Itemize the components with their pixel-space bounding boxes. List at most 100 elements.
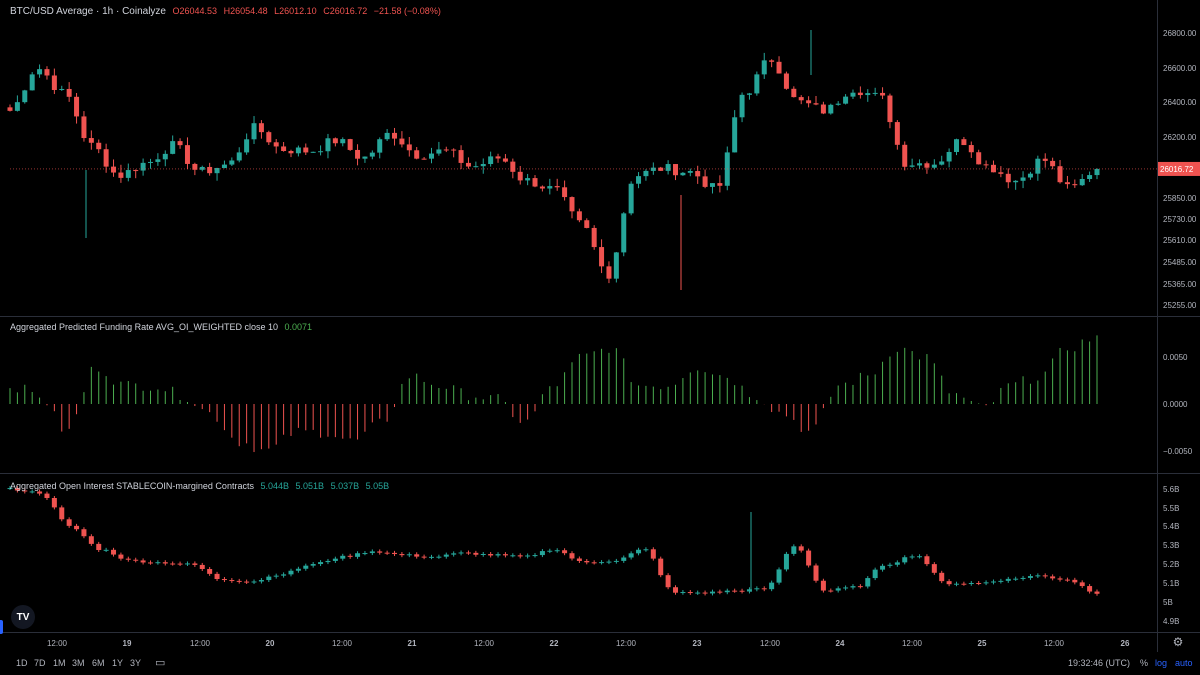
price-candle xyxy=(1050,160,1056,167)
oi-candle xyxy=(140,560,146,563)
price-axis-tick: 26400.00 xyxy=(1163,98,1197,107)
price-candle xyxy=(125,170,131,178)
timeframe-6m[interactable]: 6M xyxy=(92,658,105,668)
price-candle xyxy=(184,145,190,164)
oi-candle xyxy=(665,575,671,588)
funding-legend-title: Aggregated Predicted Funding Rate AVG_OI… xyxy=(10,322,278,332)
timeframe-3y[interactable]: 3Y xyxy=(130,658,142,668)
auto-scale-toggle[interactable]: auto xyxy=(1175,658,1193,668)
price-candle xyxy=(29,74,35,91)
timeframe-1m[interactable]: 1M xyxy=(53,658,66,668)
oi-candle xyxy=(539,551,545,556)
oi-legend: Aggregated Open Interest STABLECOIN-marg… xyxy=(10,481,393,491)
price-candle xyxy=(251,123,257,140)
price-candle xyxy=(318,151,324,153)
main-legend: BTC/USD Average · 1h · Coinalyze O26044.… xyxy=(10,6,445,17)
price-candle xyxy=(946,151,952,162)
settings-gear-icon[interactable]: ⚙ xyxy=(1172,635,1184,649)
price-candle xyxy=(650,167,656,171)
timeframe-7d[interactable]: 7D xyxy=(34,658,46,668)
oi-candle xyxy=(946,581,952,585)
oi-candle xyxy=(769,582,775,590)
price-candle xyxy=(539,186,545,189)
oi-candle xyxy=(613,560,619,562)
oi-candle xyxy=(702,592,708,594)
log-scale-toggle[interactable]: log xyxy=(1155,658,1168,668)
utc-clock[interactable]: 19:32:46 (UTC) xyxy=(1068,658,1131,668)
price-candle xyxy=(133,170,139,172)
price-axis-tick: 26600.00 xyxy=(1163,64,1197,73)
oi-candle xyxy=(111,549,117,555)
oi-candle xyxy=(88,536,94,544)
price-candle xyxy=(939,161,945,165)
time-axis-label: 23 xyxy=(693,639,702,648)
price-candle xyxy=(931,164,937,168)
oi-candle xyxy=(1027,576,1033,578)
tradingview-logo-icon[interactable]: TV xyxy=(11,605,35,629)
oi-candle xyxy=(421,556,427,558)
oi-candle xyxy=(1064,579,1070,581)
last-price-badge xyxy=(1158,161,1200,176)
oi-candle xyxy=(332,558,338,561)
oi-candle xyxy=(880,565,886,570)
price-candle xyxy=(695,171,701,177)
price-candle xyxy=(606,266,612,279)
price-candle xyxy=(872,92,878,94)
oi-candle xyxy=(643,549,649,551)
price-candle xyxy=(746,93,752,95)
price-candle xyxy=(621,213,627,253)
timeframe-1y[interactable]: 1Y xyxy=(112,658,124,668)
timeframe-3m[interactable]: 3M xyxy=(72,658,85,668)
timeframe-1d[interactable]: 1D xyxy=(16,658,28,668)
price-candle xyxy=(1057,166,1063,183)
oi-candle xyxy=(1079,582,1085,587)
oi-candle xyxy=(1005,578,1011,581)
oi-candle xyxy=(687,592,693,594)
oi-axis-tick: 5.1B xyxy=(1163,579,1179,588)
oi-candle xyxy=(406,554,412,556)
oi-candle xyxy=(147,562,153,564)
oi-candle xyxy=(44,493,50,498)
date-range-calendar-icon[interactable]: ▭ xyxy=(155,657,166,669)
oi-candle xyxy=(118,554,124,559)
oi-candle xyxy=(184,563,190,565)
price-candle xyxy=(207,166,213,174)
price-candle xyxy=(1035,158,1041,174)
price-candle xyxy=(362,156,368,159)
oi-candle xyxy=(340,555,346,559)
oi-candle xyxy=(835,588,841,591)
price-candle xyxy=(1087,175,1093,180)
left-panel-toggle[interactable] xyxy=(0,620,3,634)
oi-candle xyxy=(709,591,715,594)
oi-candle xyxy=(621,557,627,561)
oi-candle xyxy=(798,546,804,551)
price-candle xyxy=(377,139,383,153)
oi-candle xyxy=(443,554,449,557)
oi-candle xyxy=(791,546,797,554)
price-candle xyxy=(465,162,471,167)
oi-candle xyxy=(562,550,568,554)
oi-candle xyxy=(828,590,834,592)
oi-candle xyxy=(37,491,43,494)
price-candle xyxy=(347,139,353,150)
price-candle xyxy=(170,141,176,154)
oi-candle xyxy=(724,590,730,593)
time-axis-label: 19 xyxy=(123,639,132,648)
oi-candle xyxy=(288,570,294,575)
price-candle xyxy=(199,166,205,170)
price-candle xyxy=(954,139,960,152)
percent-scale-toggle[interactable]: % xyxy=(1140,658,1149,668)
price-candle xyxy=(451,149,457,151)
oi-axis-tick: 5.4B xyxy=(1163,522,1179,531)
oi-candle xyxy=(939,572,945,582)
price-candle xyxy=(495,156,501,159)
oi-candle xyxy=(636,549,642,554)
oi-candle xyxy=(776,569,782,583)
price-candle xyxy=(118,172,124,178)
price-candle xyxy=(421,158,427,160)
oi-candle xyxy=(1042,575,1048,577)
oi-candle xyxy=(377,551,383,553)
price-candle xyxy=(221,164,227,168)
oi-candle xyxy=(258,580,264,582)
